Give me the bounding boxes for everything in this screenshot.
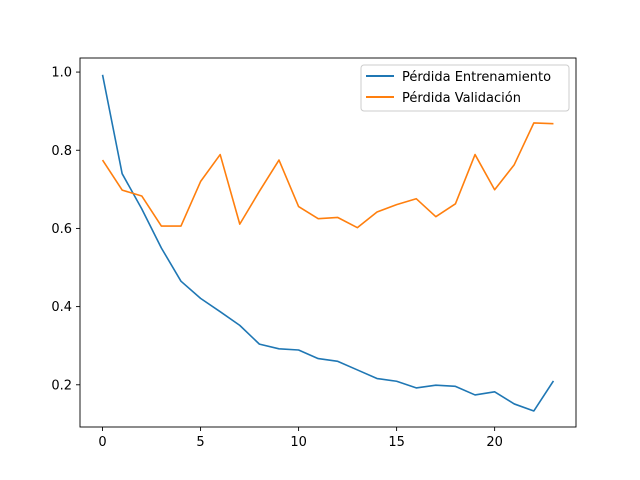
- series-line-validation: [101, 122, 554, 229]
- x-tick-label: 10: [290, 435, 307, 450]
- y-tick-label: 0.6: [51, 222, 72, 237]
- axes-frame: [79, 57, 577, 428]
- x-tick-label: 5: [196, 435, 204, 450]
- plot-area: [80, 58, 576, 427]
- legend-label-training: Pérdida Entrenamiento: [402, 70, 551, 85]
- x-tick-label: 0: [98, 435, 106, 450]
- y-tick-label: 0.4: [51, 300, 72, 315]
- x-tick-label: 20: [486, 435, 503, 450]
- legend-label-validation: Pérdida Validación: [402, 91, 521, 106]
- series-layer: [101, 74, 555, 412]
- series-line-training: [101, 74, 555, 412]
- axes-layer: 0 5 10 15 20 0.2 0.4 0.6 0.8 1.0: [51, 57, 577, 450]
- legend-box: [360, 64, 570, 112]
- y-tick-label: 0.8: [51, 144, 72, 159]
- legend: Pérdida Entrenamiento Pérdida Validación: [360, 64, 570, 112]
- x-tick-label: 15: [388, 435, 405, 450]
- y-tick-label: 1.0: [51, 66, 72, 81]
- y-tick-label: 0.2: [51, 378, 72, 393]
